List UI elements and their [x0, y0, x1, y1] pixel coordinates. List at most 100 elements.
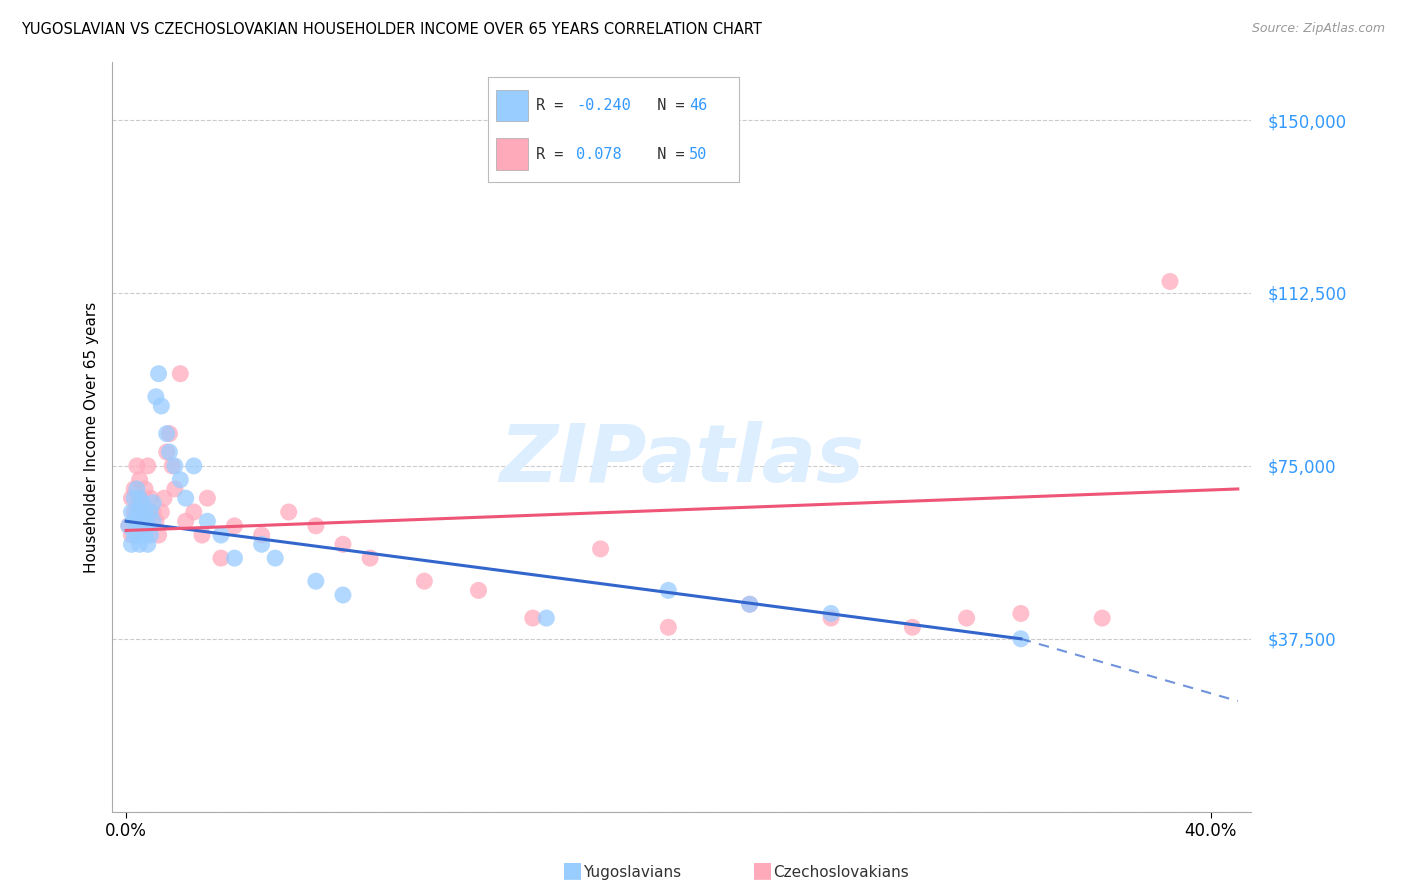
Point — [125, 458, 148, 473]
Point — [159, 426, 180, 441]
Text: YUGOSLAVIAN VS CZECHOSLOVAKIAN HOUSEHOLDER INCOME OVER 65 YEARS CORRELATION CHAR: YUGOSLAVIAN VS CZECHOSLOVAKIAN HOUSEHOLD… — [21, 22, 762, 37]
Point — [183, 458, 205, 473]
Point — [250, 528, 273, 542]
Point — [657, 620, 679, 634]
Point — [125, 482, 148, 496]
Point — [209, 528, 232, 542]
Point — [264, 551, 287, 566]
Point — [136, 458, 159, 473]
Text: Czechoslovakians: Czechoslovakians — [773, 865, 910, 880]
Point — [125, 528, 148, 542]
Point — [174, 514, 197, 528]
Point — [131, 528, 153, 542]
Point — [467, 583, 489, 598]
Point — [122, 505, 145, 519]
Point — [128, 491, 150, 505]
Point — [134, 505, 156, 519]
Point — [522, 611, 544, 625]
Text: ZIPatlas: ZIPatlas — [499, 420, 865, 499]
Point — [139, 491, 162, 505]
Point — [1091, 611, 1114, 625]
Point — [820, 607, 842, 621]
Point — [277, 505, 299, 519]
Point — [156, 426, 179, 441]
Point — [305, 574, 328, 589]
Point — [820, 611, 842, 625]
Point — [150, 505, 173, 519]
Point — [128, 537, 150, 551]
Point — [163, 458, 186, 473]
Point — [142, 514, 165, 528]
Point — [153, 491, 176, 505]
Point — [413, 574, 436, 589]
Point — [128, 473, 150, 487]
Point — [139, 505, 162, 519]
Point — [163, 482, 186, 496]
Point — [118, 519, 141, 533]
Point — [122, 491, 145, 505]
Text: Source: ZipAtlas.com: Source: ZipAtlas.com — [1251, 22, 1385, 36]
Point — [145, 514, 167, 528]
Point — [250, 537, 273, 551]
Point — [128, 519, 150, 533]
Point — [122, 482, 145, 496]
Point — [122, 514, 145, 528]
Point — [118, 519, 141, 533]
Point — [134, 519, 156, 533]
Point — [131, 496, 153, 510]
Point — [136, 537, 159, 551]
Text: ■: ■ — [752, 861, 773, 880]
Point — [148, 367, 170, 381]
Point — [134, 482, 156, 496]
Point — [121, 528, 143, 542]
Point — [224, 519, 246, 533]
Point — [738, 597, 761, 611]
Text: ■: ■ — [562, 861, 583, 880]
Point — [136, 519, 159, 533]
Point — [195, 491, 219, 505]
Point — [169, 473, 191, 487]
Point — [160, 458, 183, 473]
Point — [134, 505, 156, 519]
Point — [142, 496, 165, 510]
Point — [1159, 275, 1181, 289]
Point — [174, 491, 197, 505]
Point — [183, 505, 205, 519]
Point — [159, 445, 180, 459]
Point — [131, 514, 153, 528]
Point — [305, 519, 328, 533]
Point — [169, 367, 191, 381]
Point — [150, 399, 173, 413]
Point — [131, 519, 153, 533]
Point — [191, 528, 214, 542]
Point — [332, 537, 354, 551]
Point — [1010, 607, 1032, 621]
Point — [738, 597, 761, 611]
Point — [145, 390, 167, 404]
Point — [359, 551, 381, 566]
Point — [956, 611, 979, 625]
Point — [121, 491, 143, 505]
Point — [125, 505, 148, 519]
Point — [142, 505, 165, 519]
Point — [195, 514, 219, 528]
Point — [128, 505, 150, 519]
Point — [121, 537, 143, 551]
Point — [128, 505, 150, 519]
Point — [332, 588, 354, 602]
Point — [122, 528, 145, 542]
Point — [148, 528, 170, 542]
Point — [209, 551, 232, 566]
Point — [156, 445, 179, 459]
Point — [589, 541, 612, 556]
Point — [134, 528, 156, 542]
Point — [128, 491, 150, 505]
Point — [901, 620, 924, 634]
Point — [131, 496, 153, 510]
Point — [121, 505, 143, 519]
Point — [657, 583, 679, 598]
Text: Yugoslavians: Yugoslavians — [583, 865, 682, 880]
Point — [536, 611, 558, 625]
Point — [125, 514, 148, 528]
Y-axis label: Householder Income Over 65 years: Householder Income Over 65 years — [83, 301, 98, 573]
